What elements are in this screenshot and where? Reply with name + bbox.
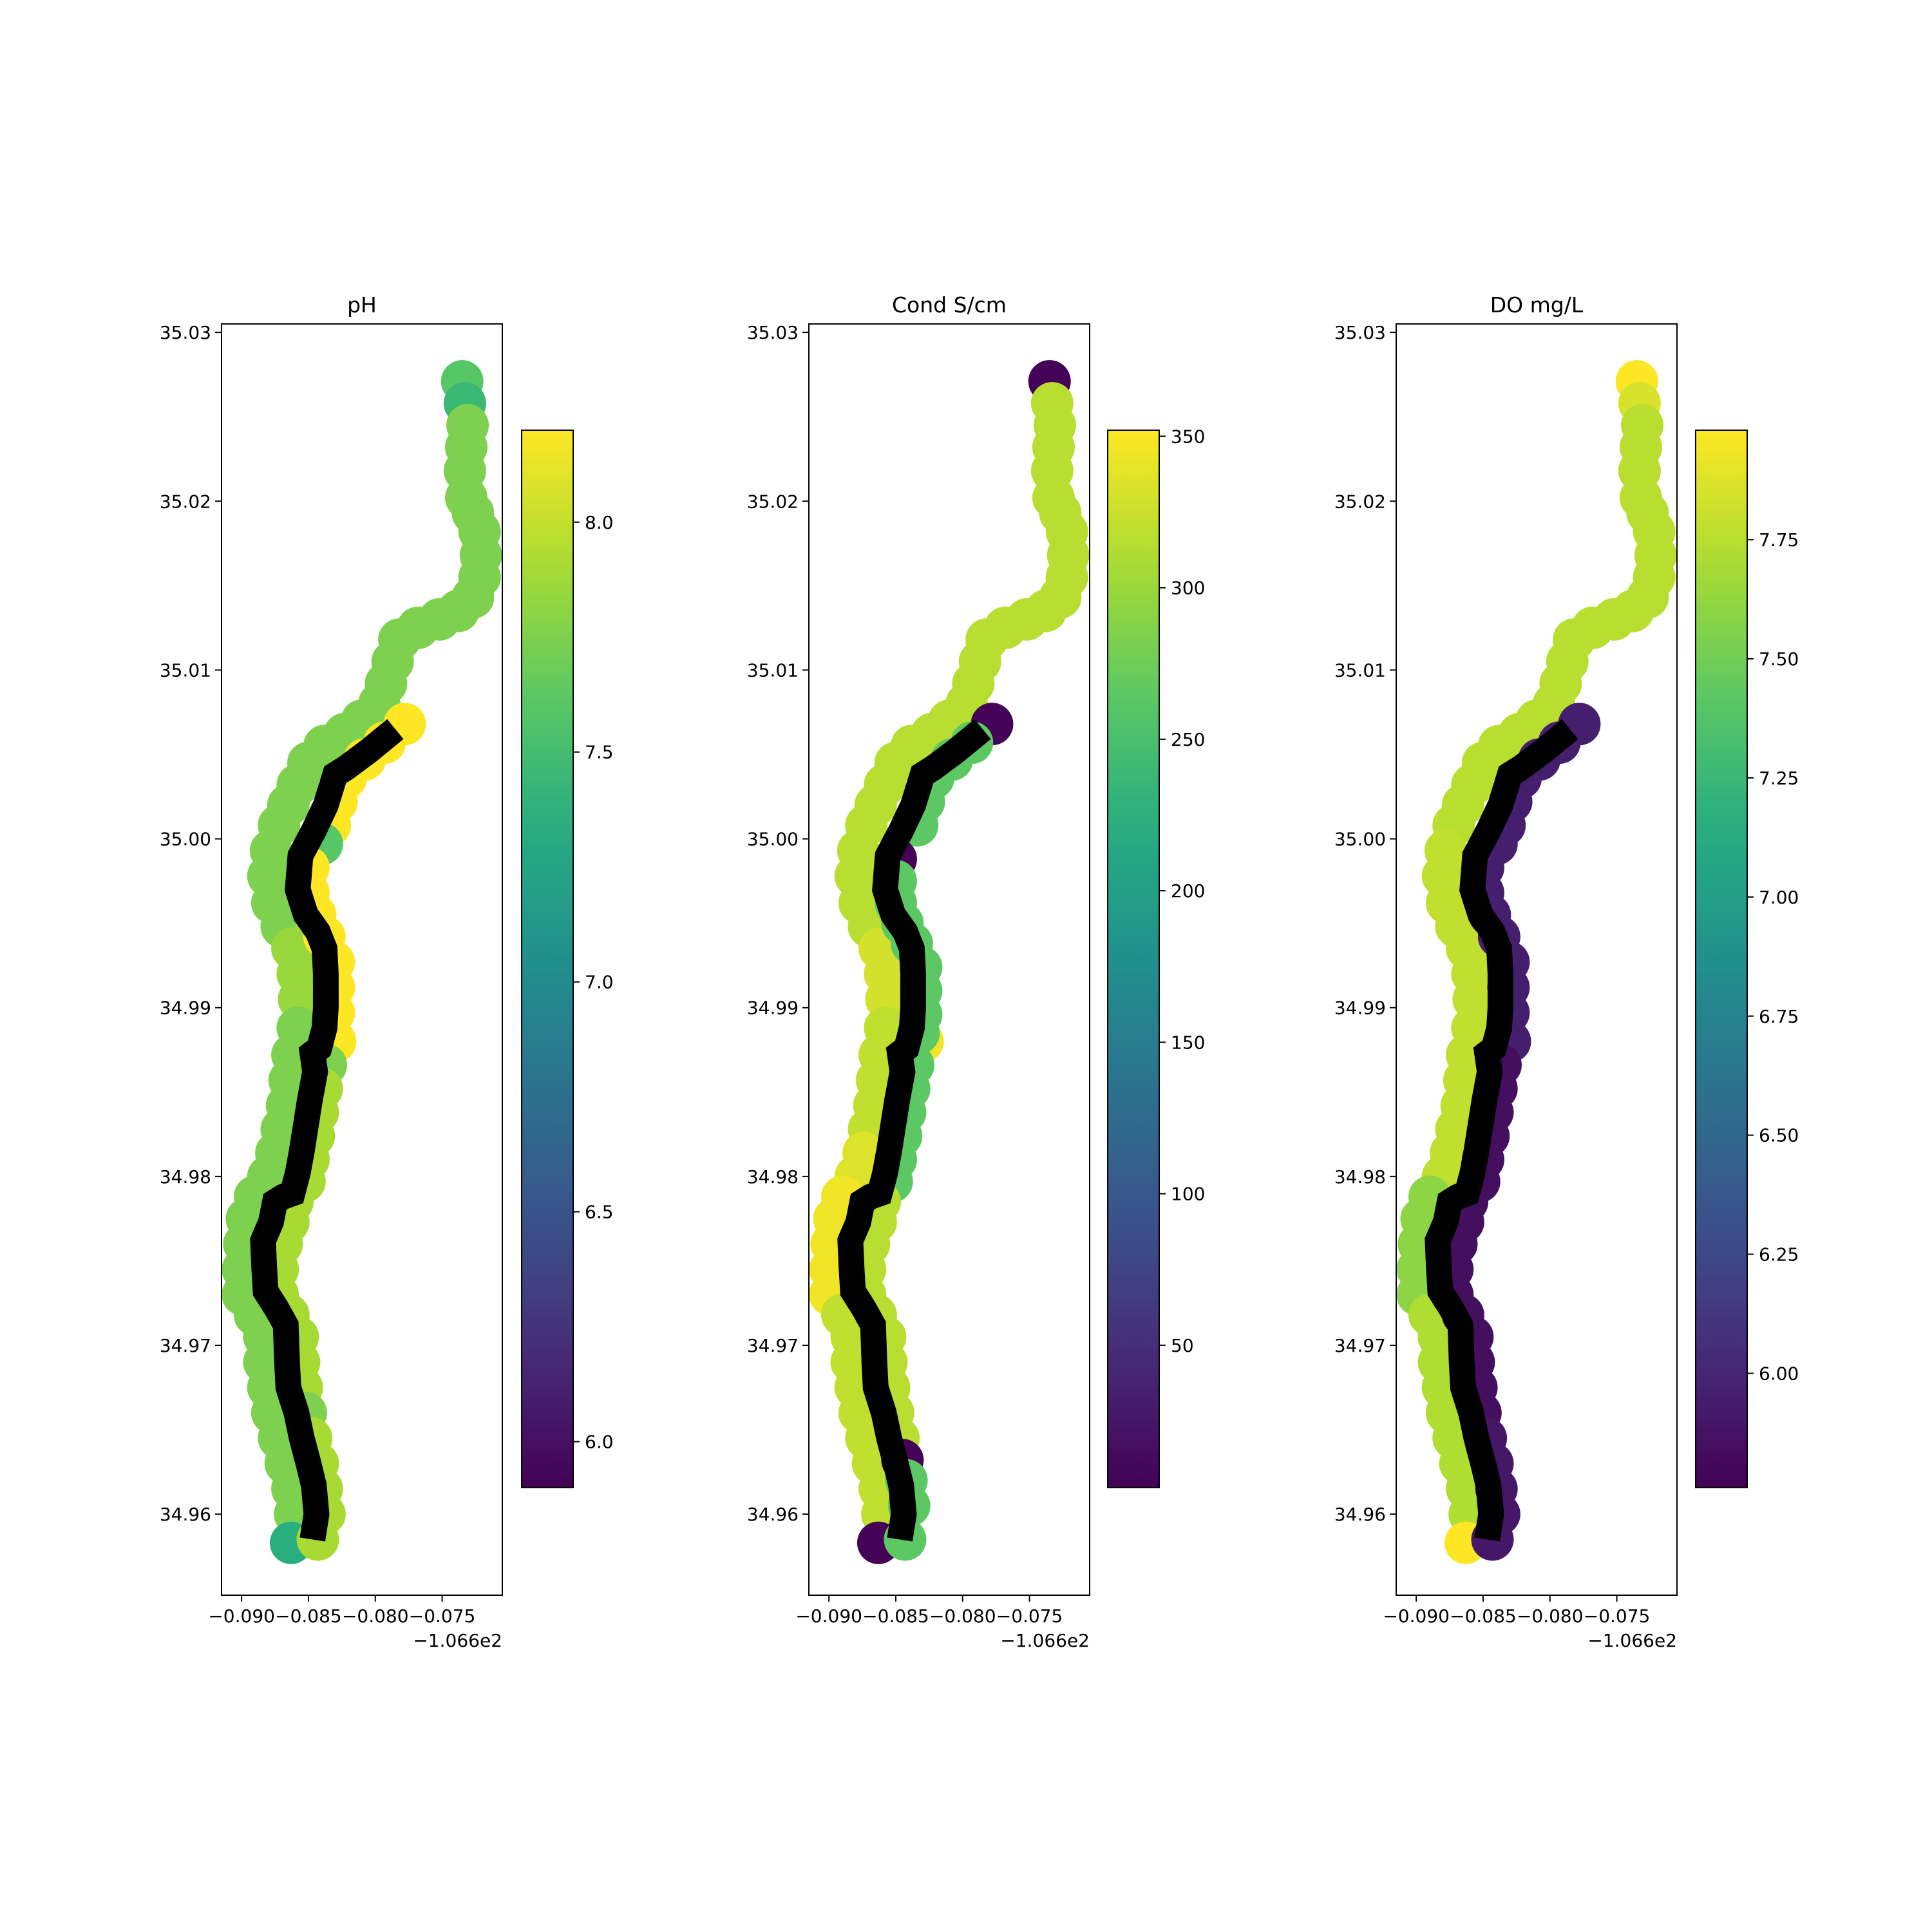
colorbar-tick-label: 200 [1171,880,1205,902]
y-tick-label: 35.03 [747,322,799,343]
y-tick-label: 35.02 [747,491,799,512]
y-tick-label: 34.97 [747,1335,799,1356]
colorbar-tick-label: 7.00 [1759,887,1799,908]
y-tick-label: 35.03 [1334,322,1386,343]
y-tick-label: 34.96 [1334,1504,1386,1525]
colorbar-tick-label: 6.50 [1759,1125,1799,1146]
axes-frame [808,323,1090,1596]
y-tick-label: 35.02 [160,491,211,512]
colorbar-tick-label: 8.0 [585,512,614,533]
axes-frame [221,323,503,1596]
colorbar-tick-label: 300 [1171,578,1205,599]
panel-3: DO mg/L 34.96 34.97 34.98 34.99 35.00 35.01 35.… [1334,292,1799,1651]
y-tick-label: 35.02 [1334,491,1386,512]
colorbar-tick-label: 7.75 [1759,529,1799,551]
colorbar-tick-label: 7.25 [1759,768,1799,789]
colorbar-tick-label: 6.25 [1759,1244,1799,1265]
colorbar-tick-label: 6.00 [1759,1363,1799,1384]
x-tick-label: −0.075 [1584,1605,1651,1627]
y-tick-label: 35.00 [160,829,211,850]
panel-2: Cond S/cm 34.96 34.97 34.98 34.99 35.00 35.01 3… [747,292,1206,1651]
y-tick-label: 35.01 [1334,659,1386,681]
colorbar-tick-label: 7.0 [585,972,614,993]
y-tick-label: 34.98 [747,1166,799,1188]
colorbar-tick-label: 6.5 [585,1202,614,1223]
y-tick-label: 34.99 [747,998,799,1019]
route-line [250,719,404,1542]
x-tick-label: −0.090 [1383,1605,1450,1627]
colorbar [522,430,573,1488]
colorbar-tick-label: 50 [1171,1335,1194,1356]
colorbar-frame [1695,430,1748,1488]
colorbar-tick-label: 350 [1171,426,1205,447]
colorbar-tick-label: 250 [1171,729,1205,750]
y-tick-label: 34.97 [1334,1335,1386,1356]
y-tick-label: 34.98 [160,1166,211,1188]
panel-1: pH 34.96 34.97 34.98 34.99 35.00 35.01 35.02 35.… [160,292,614,1651]
y-tick-label: 34.99 [160,998,211,1019]
y-tick-label: 34.96 [747,1504,799,1525]
colorbar-tick-label: 6.0 [585,1432,614,1453]
colorbar-tick-label: 7.5 [585,742,614,763]
chart-title: pH [347,292,377,317]
colorbar-tick-label: 7.50 [1759,649,1799,670]
plot-area [809,360,1090,1564]
x-tick-label: −0.090 [208,1605,275,1627]
colorbar-tick-label: 100 [1171,1184,1205,1205]
x-tick-label: −0.085 [862,1605,929,1627]
y-tick-label: 34.96 [160,1504,211,1525]
axes-frame [1396,323,1678,1596]
x-tick-label: −0.080 [342,1605,409,1627]
route-line [837,719,991,1542]
colorbar [1108,430,1159,1488]
y-tick-label: 34.98 [1334,1166,1386,1188]
y-tick-label: 34.99 [1334,998,1386,1019]
x-tick-label: −0.085 [1450,1605,1517,1627]
y-tick-label: 35.00 [747,829,799,850]
y-tick-label: 35.00 [1334,829,1386,850]
x-offset-label: −1.066e2 [413,1630,502,1651]
y-tick-label: 34.97 [160,1335,211,1356]
y-tick-label: 35.01 [160,659,211,681]
x-tick-label: −0.075 [996,1605,1063,1627]
x-offset-label: −1.066e2 [1000,1630,1090,1651]
chart-title: Cond S/cm [892,292,1007,317]
colorbar [1696,430,1747,1488]
colorbar-frame [521,430,574,1488]
colorbar-frame [1107,430,1160,1488]
x-offset-label: −1.066e2 [1587,1630,1677,1651]
chart-title: DO mg/L [1490,292,1584,317]
y-tick-label: 35.01 [747,659,799,681]
colorbar-tick-label: 150 [1171,1032,1205,1053]
y-tick-label: 35.03 [160,322,211,343]
plot-area [222,360,502,1564]
x-tick-label: −0.085 [275,1605,342,1627]
x-tick-label: −0.080 [1517,1605,1584,1627]
colorbar-tick-label: 6.75 [1759,1006,1799,1027]
route-line [1425,719,1578,1542]
x-tick-label: −0.090 [795,1605,862,1627]
x-tick-label: −0.075 [409,1605,476,1627]
x-tick-label: −0.080 [929,1605,996,1627]
plot-area [1396,360,1677,1564]
